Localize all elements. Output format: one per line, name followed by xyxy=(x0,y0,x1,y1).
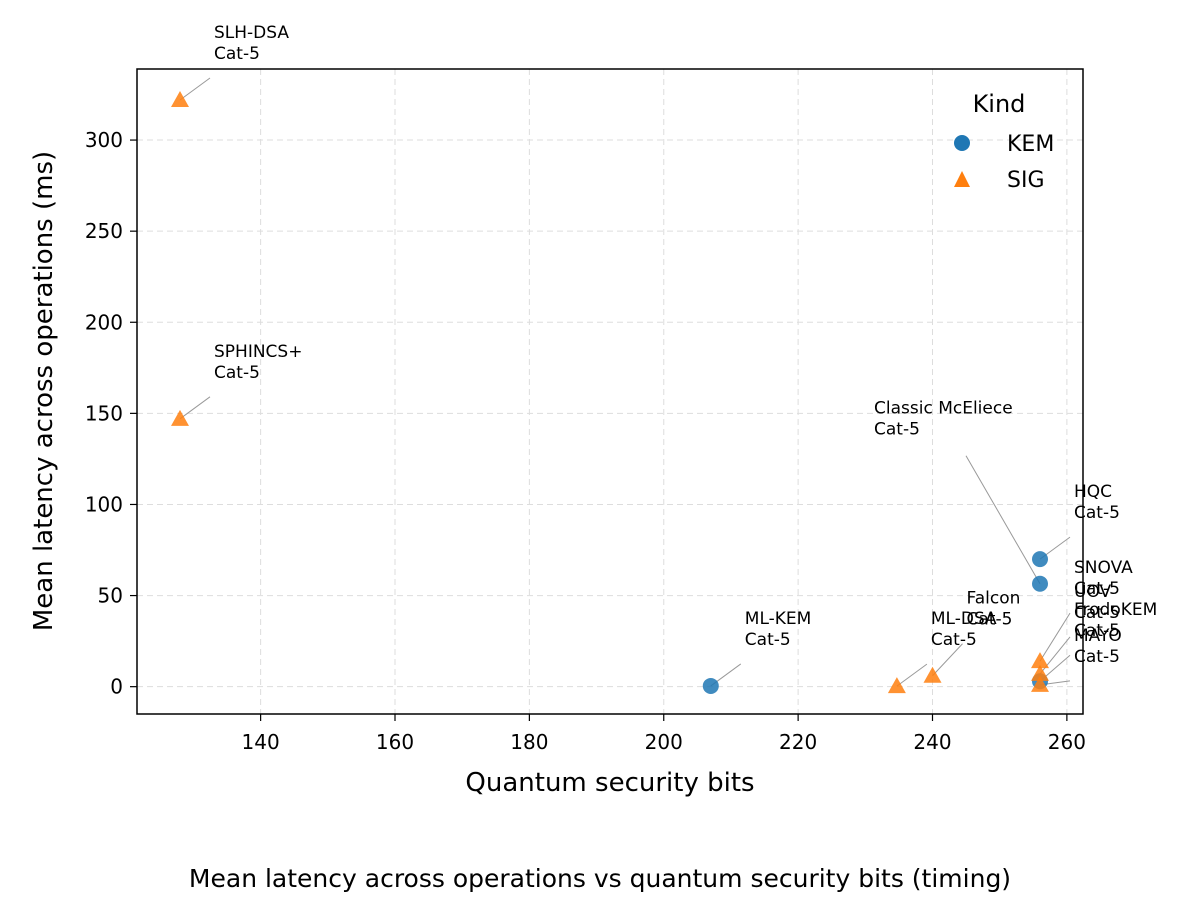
y-tick-label: 150 xyxy=(85,401,123,425)
x-tick-label: 160 xyxy=(376,730,414,754)
kem-point xyxy=(1032,551,1048,568)
y-tick-label: 100 xyxy=(85,492,123,516)
legend-sig-label: SIG xyxy=(1007,168,1045,193)
axis-ticks: 140 160 180 200 220 240 260 0 50 100 150 200 250 300 xyxy=(85,128,1086,754)
point-annotation: Classic McEliece Cat-5 xyxy=(874,399,1013,440)
annotation-leader-line xyxy=(932,643,963,677)
point-annotation: SPHINCS+ Cat-5 xyxy=(214,342,302,383)
point-annotation: MAYO Cat-5 xyxy=(1074,626,1122,667)
plot-area-frame xyxy=(136,68,1084,715)
x-tick-label: 180 xyxy=(510,730,548,754)
sig-point xyxy=(1031,675,1049,692)
kem-point xyxy=(1032,575,1048,592)
scatter-chart: ML-KEM Cat-5 HQC Cat-5 Classic McEliece Cat-5… xyxy=(29,23,1157,798)
annotation-leader-line xyxy=(179,396,211,420)
figure-caption: Mean latency across operations vs quantu… xyxy=(188,864,1012,893)
sig-point xyxy=(171,90,189,107)
annotation-leader-line xyxy=(965,455,1041,584)
legend: Kind KEM SIG xyxy=(954,90,1054,193)
x-tick-label: 220 xyxy=(779,730,817,754)
sig-point xyxy=(923,666,942,683)
legend-kem-label: KEM xyxy=(1007,132,1054,157)
x-tick-label: 240 xyxy=(913,730,951,754)
annotation-leader-line xyxy=(896,663,928,687)
x-tick-label: 260 xyxy=(1048,730,1086,754)
x-tick-label: 200 xyxy=(645,730,683,754)
y-axis-label: Mean latency across operations (ms) xyxy=(29,151,59,631)
y-tick-label: 250 xyxy=(85,219,123,243)
point-annotation: Falcon Cat-5 xyxy=(967,589,1021,630)
y-tick-label: 300 xyxy=(85,128,123,152)
legend-kem-marker xyxy=(954,135,970,151)
grid xyxy=(137,69,1083,714)
point-annotation: FrodoKEM Cat-5 xyxy=(1074,600,1157,641)
annotation-leader-line xyxy=(179,77,211,101)
y-tick-label: 50 xyxy=(98,584,123,608)
sig-point xyxy=(171,409,189,426)
data-points xyxy=(171,90,1049,694)
x-tick-label: 140 xyxy=(242,730,280,754)
sig-point xyxy=(1031,652,1049,669)
kem-point xyxy=(702,677,719,694)
annotation-leader-line xyxy=(1039,612,1071,662)
x-axis-label: Quantum security bits xyxy=(465,768,754,798)
point-annotation: SNOVA Cat-5 xyxy=(1074,558,1133,599)
y-tick-label: 0 xyxy=(110,675,123,699)
legend-title: Kind xyxy=(973,90,1026,118)
annotation-layer: ML-KEM Cat-5 HQC Cat-5 Classic McEliece Cat-5… xyxy=(179,23,1157,687)
sig-point xyxy=(1031,664,1049,681)
point-annotation: ML-DSA Cat-5 xyxy=(931,609,997,650)
point-annotation: HQC Cat-5 xyxy=(1074,482,1120,523)
legend-sig-marker xyxy=(954,171,970,187)
sig-point xyxy=(887,677,906,694)
point-annotation: SLH-DSA Cat-5 xyxy=(214,23,289,64)
point-annotation: ML-KEM Cat-5 xyxy=(745,609,812,650)
y-tick-label: 200 xyxy=(85,310,123,334)
